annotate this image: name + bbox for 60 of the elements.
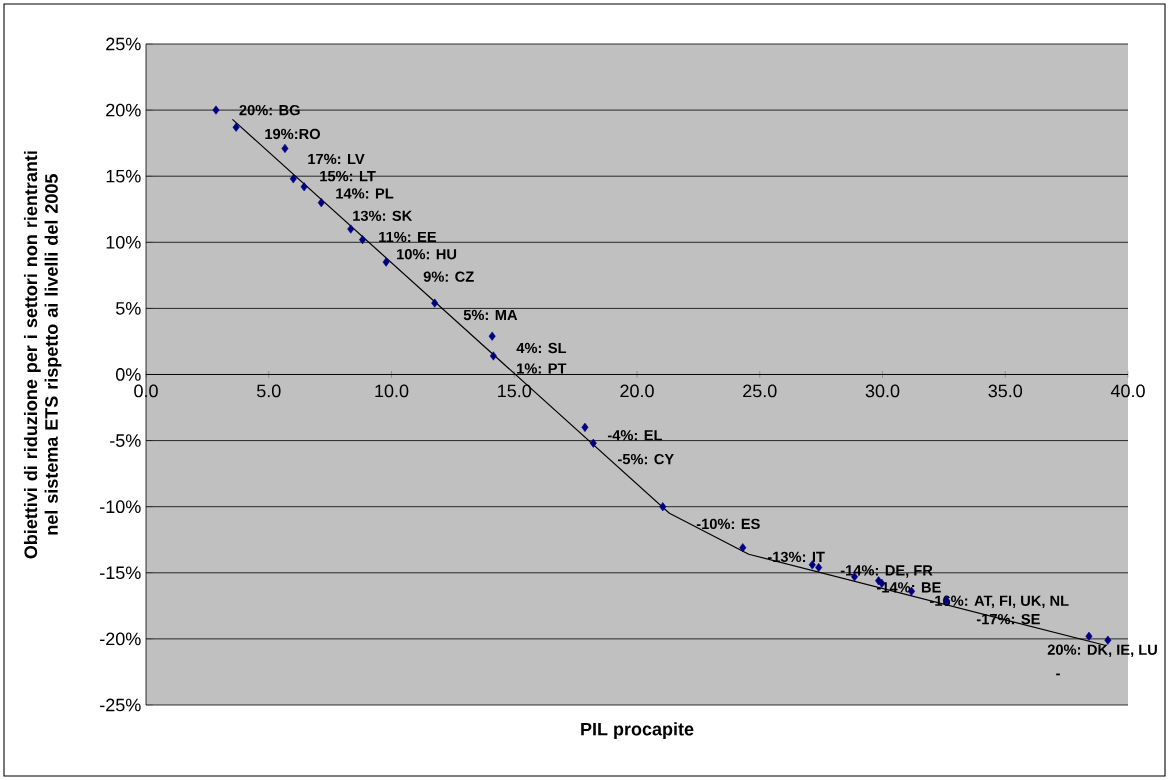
annotation: 20%: DK, IE, LU	[1047, 644, 1157, 658]
annotation: 5%: MA	[463, 309, 518, 321]
y-tick-label: 0%	[115, 368, 141, 381]
annotation: 13%: SK	[353, 210, 413, 222]
annotation: 19%:RO	[265, 128, 320, 140]
point	[300, 182, 308, 192]
x-tick-label: 5.0	[256, 384, 281, 398]
x-tick-label: 40.0	[1110, 384, 1145, 398]
y-tick-label: 5%	[115, 302, 141, 315]
point	[347, 224, 355, 234]
annotation: 4%: SL	[516, 342, 567, 354]
x-tick-label: 0.0	[134, 384, 158, 398]
y-tick-label: -5%	[110, 434, 141, 447]
point	[815, 562, 823, 573]
point	[289, 174, 297, 184]
x-tick-label: 10.0	[375, 384, 409, 398]
annotation: 10%: HU	[397, 249, 457, 260]
point	[659, 502, 667, 512]
y-tick-label: -15%	[100, 566, 141, 580]
annotation: -4%: EL	[607, 430, 663, 441]
annotation: -10%: ES	[696, 518, 760, 530]
annotation: 1%: PT	[517, 363, 567, 374]
x-tick-label: 30.0	[865, 384, 900, 398]
y-tick-label: -25%	[100, 698, 141, 712]
y-tick-label: 20%	[106, 103, 141, 117]
y-tick-label: 25%	[106, 37, 141, 51]
x-tick-label: 35.0	[988, 384, 1023, 398]
point	[431, 298, 439, 308]
point	[359, 235, 367, 245]
annotation: 11%: EE	[379, 231, 437, 243]
annotation: 17%: LV	[308, 153, 365, 165]
point	[1085, 631, 1093, 641]
annotation: 9%: CZ	[423, 271, 474, 282]
point	[1104, 635, 1112, 645]
x-tick-label: 15.0	[498, 384, 532, 398]
x-tick-label: 20.0	[620, 384, 654, 398]
point	[581, 422, 589, 432]
annotation: -	[1056, 673, 1060, 676]
annotation: 20%: BG	[239, 104, 300, 116]
y-axis-title: Obiettivi di riduzione per i settori non rientranti nel sistema ETS rispetto ai livelli del 2005	[23, 151, 62, 559]
point	[808, 560, 816, 570]
point	[281, 143, 289, 153]
annotation: 15%: LT	[320, 171, 376, 182]
x-axis-title: PIL procapite	[581, 722, 694, 740]
y-tick-label: -10%	[100, 500, 141, 514]
point	[589, 438, 597, 448]
y-tick-label: 15%	[106, 169, 141, 183]
point	[488, 331, 496, 341]
point	[382, 257, 390, 267]
y-tick-label: 10%	[106, 235, 141, 249]
y-tick-label: -20%	[100, 632, 141, 646]
annotation: 14%: PL	[336, 188, 394, 199]
annotation: -5%: CY	[618, 453, 674, 465]
point	[232, 122, 240, 132]
point	[212, 105, 220, 115]
annotation: -13%: IT	[767, 551, 825, 563]
x-tick-label: 25.0	[743, 384, 777, 398]
point	[317, 198, 325, 208]
point	[489, 351, 497, 361]
point	[739, 543, 747, 553]
